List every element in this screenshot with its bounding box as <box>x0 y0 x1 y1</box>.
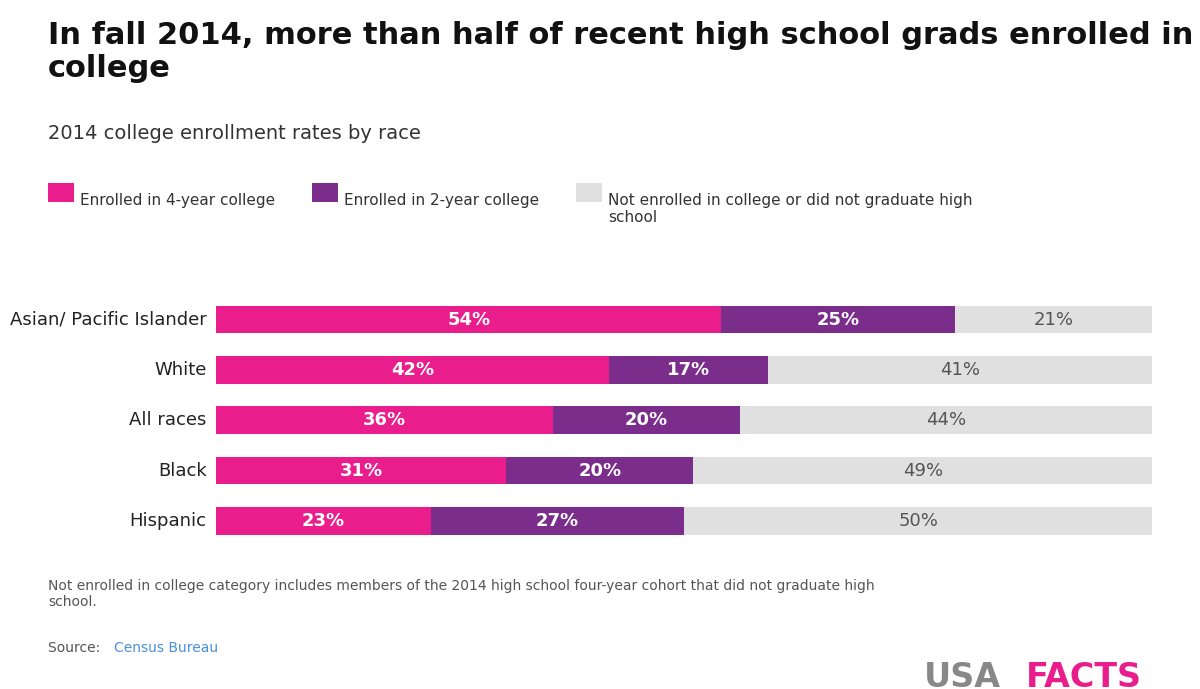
Text: 54%: 54% <box>448 311 491 329</box>
Bar <box>506 457 694 484</box>
Bar <box>216 306 1152 333</box>
Text: 27%: 27% <box>536 512 580 530</box>
Text: Asian/ Pacific Islander: Asian/ Pacific Islander <box>10 311 206 329</box>
Text: Enrolled in 4-year college: Enrolled in 4-year college <box>80 193 276 208</box>
Text: 41%: 41% <box>940 361 980 379</box>
Text: Black: Black <box>158 462 206 480</box>
Text: Census Bureau: Census Bureau <box>114 641 218 655</box>
Text: 2014 college enrollment rates by race: 2014 college enrollment rates by race <box>48 124 421 143</box>
Bar <box>553 407 740 434</box>
Text: In fall 2014, more than half of recent high school grads enrolled in
college: In fall 2014, more than half of recent h… <box>48 21 1193 83</box>
Text: All races: All races <box>130 411 206 429</box>
Text: Hispanic: Hispanic <box>130 512 206 530</box>
Text: 42%: 42% <box>391 361 434 379</box>
Bar <box>721 306 955 333</box>
Bar <box>431 507 684 535</box>
Bar <box>216 507 1152 535</box>
Text: FACTS: FACTS <box>1026 661 1142 689</box>
Text: 20%: 20% <box>578 462 622 480</box>
Text: 25%: 25% <box>817 311 860 329</box>
Bar <box>216 407 553 434</box>
Bar <box>610 356 768 384</box>
Text: 23%: 23% <box>302 512 346 530</box>
Text: 50%: 50% <box>898 512 938 530</box>
Bar <box>216 457 1152 484</box>
Text: 20%: 20% <box>625 411 668 429</box>
Bar <box>216 306 721 333</box>
Text: 44%: 44% <box>926 411 966 429</box>
Text: White: White <box>155 361 206 379</box>
Text: 21%: 21% <box>1033 311 1074 329</box>
Text: Not enrolled in college category includes members of the 2014 high school four-y: Not enrolled in college category include… <box>48 579 875 609</box>
Text: USA: USA <box>924 661 1001 689</box>
Text: 17%: 17% <box>667 361 710 379</box>
Text: Source:: Source: <box>48 641 104 655</box>
Bar <box>216 457 506 484</box>
Bar <box>216 356 610 384</box>
Bar <box>216 507 431 535</box>
Text: Enrolled in 2-year college: Enrolled in 2-year college <box>344 193 540 208</box>
Text: Not enrolled in college or did not graduate high
school: Not enrolled in college or did not gradu… <box>608 193 973 225</box>
Bar <box>216 356 1152 384</box>
Text: 36%: 36% <box>362 411 406 429</box>
Text: 49%: 49% <box>902 462 943 480</box>
Bar <box>216 407 1152 434</box>
Text: 31%: 31% <box>340 462 383 480</box>
